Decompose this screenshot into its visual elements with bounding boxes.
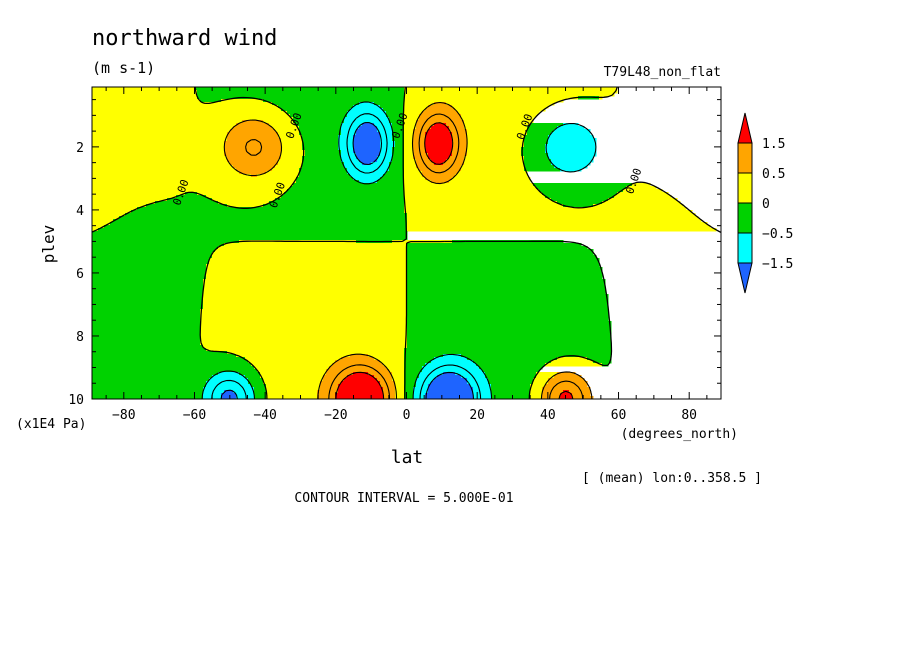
colorbar: 1.5 0.5 0 −0.5 −1.5 xyxy=(737,112,793,294)
x-tick-label: −20 xyxy=(324,408,347,423)
x-tick-labels: −80 −60 −40 −20 0 20 40 60 80 xyxy=(112,408,697,423)
colorbar-segment xyxy=(737,172,753,204)
contour-line xyxy=(245,113,584,400)
colorbar-segment xyxy=(737,142,753,174)
x-axis-label: lat xyxy=(391,447,424,468)
contour-interval-label: CONTOUR INTERVAL = 5.000E-01 xyxy=(294,491,513,506)
colorbar-segment xyxy=(737,202,753,234)
contour-line xyxy=(220,121,475,400)
colorbar-segment xyxy=(737,262,753,294)
x-tick-label: 60 xyxy=(611,408,627,423)
x-axis-units: (degrees_north) xyxy=(621,427,738,442)
x-tick-label: −40 xyxy=(253,408,276,423)
axis-ticks xyxy=(92,87,721,400)
colorbar-segment xyxy=(737,112,753,144)
run-label: T79L48_non_flat xyxy=(604,65,721,80)
contour-line xyxy=(211,113,482,400)
plot-area: 0.00 0.00 0.000.000.00 0.00 xyxy=(91,86,722,400)
x-tick-label: −60 xyxy=(183,408,206,423)
contour-line xyxy=(91,86,722,400)
colorbar-label: −0.5 xyxy=(762,227,793,242)
heatmap-field xyxy=(92,87,717,400)
colorbar-label: 0.5 xyxy=(762,167,785,182)
contour-line xyxy=(335,122,574,400)
colorbar-segment xyxy=(737,232,753,264)
chart-title: northward wind xyxy=(92,26,277,51)
contour-lines xyxy=(91,86,722,400)
y-axis-units: (x1E4 Pa) xyxy=(16,417,86,432)
y-tick-labels: 2 4 6 8 10 xyxy=(68,141,84,408)
y-tick-label: 10 xyxy=(68,393,84,408)
x-tick-label: 80 xyxy=(681,408,697,423)
y-tick-label: 8 xyxy=(76,330,84,345)
contour-line xyxy=(201,101,597,400)
x-tick-label: 20 xyxy=(469,408,485,423)
colorbar-label: 0 xyxy=(762,197,770,212)
x-tick-label: −80 xyxy=(112,408,135,423)
y-axis-label: plev xyxy=(39,225,58,264)
mean-label: [ (mean) lon:0..358.5 ] xyxy=(582,471,762,486)
x-tick-label: 40 xyxy=(540,408,556,423)
contour-line xyxy=(223,101,593,400)
y-tick-label: 6 xyxy=(76,267,84,282)
colorbar-label: 1.5 xyxy=(762,137,785,152)
y-tick-label: 2 xyxy=(76,141,84,156)
x-tick-label: 0 xyxy=(403,408,411,423)
y-tick-label: 4 xyxy=(76,204,84,219)
colorbar-label: −1.5 xyxy=(762,257,793,272)
chart-units: (m s-1) xyxy=(92,59,155,77)
